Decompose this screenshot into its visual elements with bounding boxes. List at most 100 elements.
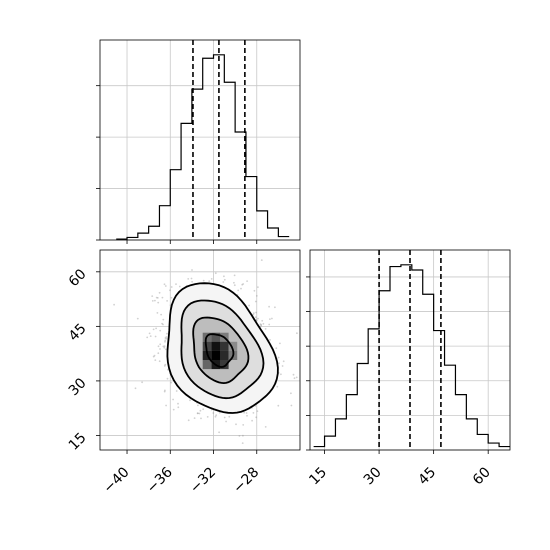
scatter-point — [166, 300, 169, 302]
scatter-point — [159, 348, 161, 350]
scatter-point — [264, 426, 267, 428]
density-pixel — [211, 332, 220, 342]
scatter-point — [164, 285, 167, 287]
scatter-point — [159, 343, 162, 346]
histogram-x-grid — [100, 40, 300, 241]
scatter-point — [202, 279, 205, 282]
scatter-point — [164, 363, 167, 366]
scatter-point — [233, 281, 235, 284]
scatter-point — [162, 323, 164, 326]
scatter-point — [218, 411, 221, 414]
scatter-point — [260, 324, 262, 327]
scatter-point — [187, 419, 190, 422]
scatter-point — [255, 311, 257, 314]
histogram-y-panel: 15 30 45 60 — [306, 249, 511, 488]
scatter-point — [141, 381, 144, 384]
scatter-point — [166, 377, 169, 380]
scatter-point — [260, 259, 263, 261]
scatter-point — [290, 392, 292, 395]
scatter-point — [274, 306, 276, 309]
density-pixel — [202, 360, 212, 370]
scatter-point — [163, 346, 166, 349]
scatter-point — [157, 352, 160, 355]
scatter-point — [296, 332, 298, 335]
scatter-point — [214, 415, 217, 418]
scatter-point — [163, 390, 166, 393]
scatter-point — [255, 319, 258, 322]
density-pixel — [220, 341, 229, 351]
histogram-y-quantile-lines — [378, 250, 442, 450]
scatter-point — [233, 274, 236, 277]
scatter-point — [162, 345, 165, 348]
scatter-point — [154, 359, 157, 361]
scatter-point — [152, 328, 155, 331]
scatter-point — [218, 431, 221, 434]
scatter-point — [295, 376, 298, 379]
scatter-point — [225, 420, 228, 423]
scatter-point — [248, 304, 251, 307]
scatter-point — [155, 327, 158, 330]
scatter-point — [215, 414, 218, 417]
scatter-point — [254, 300, 257, 303]
scatter-point — [223, 416, 226, 419]
scatter-point — [264, 328, 267, 330]
scatter-point — [269, 339, 271, 341]
scatter-point — [252, 412, 255, 414]
scatter-point — [159, 329, 162, 332]
scatter-point — [169, 289, 171, 292]
scatter-point — [223, 275, 225, 278]
density-pixel — [220, 350, 229, 360]
scatter-point — [199, 409, 202, 412]
scatter-point — [281, 365, 284, 367]
scatter-point — [157, 301, 160, 304]
scatter-point — [113, 303, 115, 306]
scatter-point — [260, 323, 263, 326]
scatter-point — [245, 412, 248, 414]
scatter-point — [161, 322, 164, 325]
scatter-point — [210, 278, 213, 280]
scatter-point — [196, 412, 199, 415]
scatter-point — [208, 280, 211, 282]
scatter-point — [198, 412, 201, 415]
scatter-point — [155, 296, 158, 299]
scatter-point — [279, 342, 281, 345]
scatter-point — [165, 336, 168, 338]
scatter-point — [257, 317, 259, 320]
scatter-point — [164, 389, 166, 392]
scatter-point — [212, 412, 215, 414]
scatter-point — [158, 360, 161, 363]
scatter-point — [246, 414, 248, 417]
scatter-point — [233, 284, 236, 287]
scatter-point — [261, 319, 264, 322]
scatter-point — [282, 360, 285, 363]
histogram-y-step-line — [313, 264, 510, 448]
scatter-point — [278, 362, 280, 365]
scatter-point — [170, 286, 173, 288]
scatter-point — [228, 415, 231, 418]
scatter-point — [177, 402, 179, 405]
scatter-point — [154, 299, 156, 302]
scatter-point — [172, 408, 175, 411]
scatter-point — [254, 316, 257, 319]
scatter-point — [262, 322, 265, 325]
scatter-point — [252, 312, 255, 314]
scatter-point — [271, 317, 273, 320]
scatter-point — [156, 312, 159, 314]
scatter-point — [178, 285, 181, 288]
scatter-point — [177, 406, 180, 409]
scatter-point — [161, 296, 164, 299]
scatter-point — [253, 289, 256, 292]
scatter-point — [172, 398, 175, 401]
scatter-point — [275, 347, 278, 350]
scatter-point — [197, 404, 199, 407]
scatter-point — [163, 345, 166, 348]
scatter-point — [292, 373, 295, 376]
scatter-point — [269, 318, 271, 320]
scatter-point — [164, 339, 167, 342]
scatter-point — [164, 337, 167, 339]
scatter-point — [189, 399, 191, 402]
scatter-point — [146, 336, 149, 339]
scatter-point — [200, 417, 202, 420]
